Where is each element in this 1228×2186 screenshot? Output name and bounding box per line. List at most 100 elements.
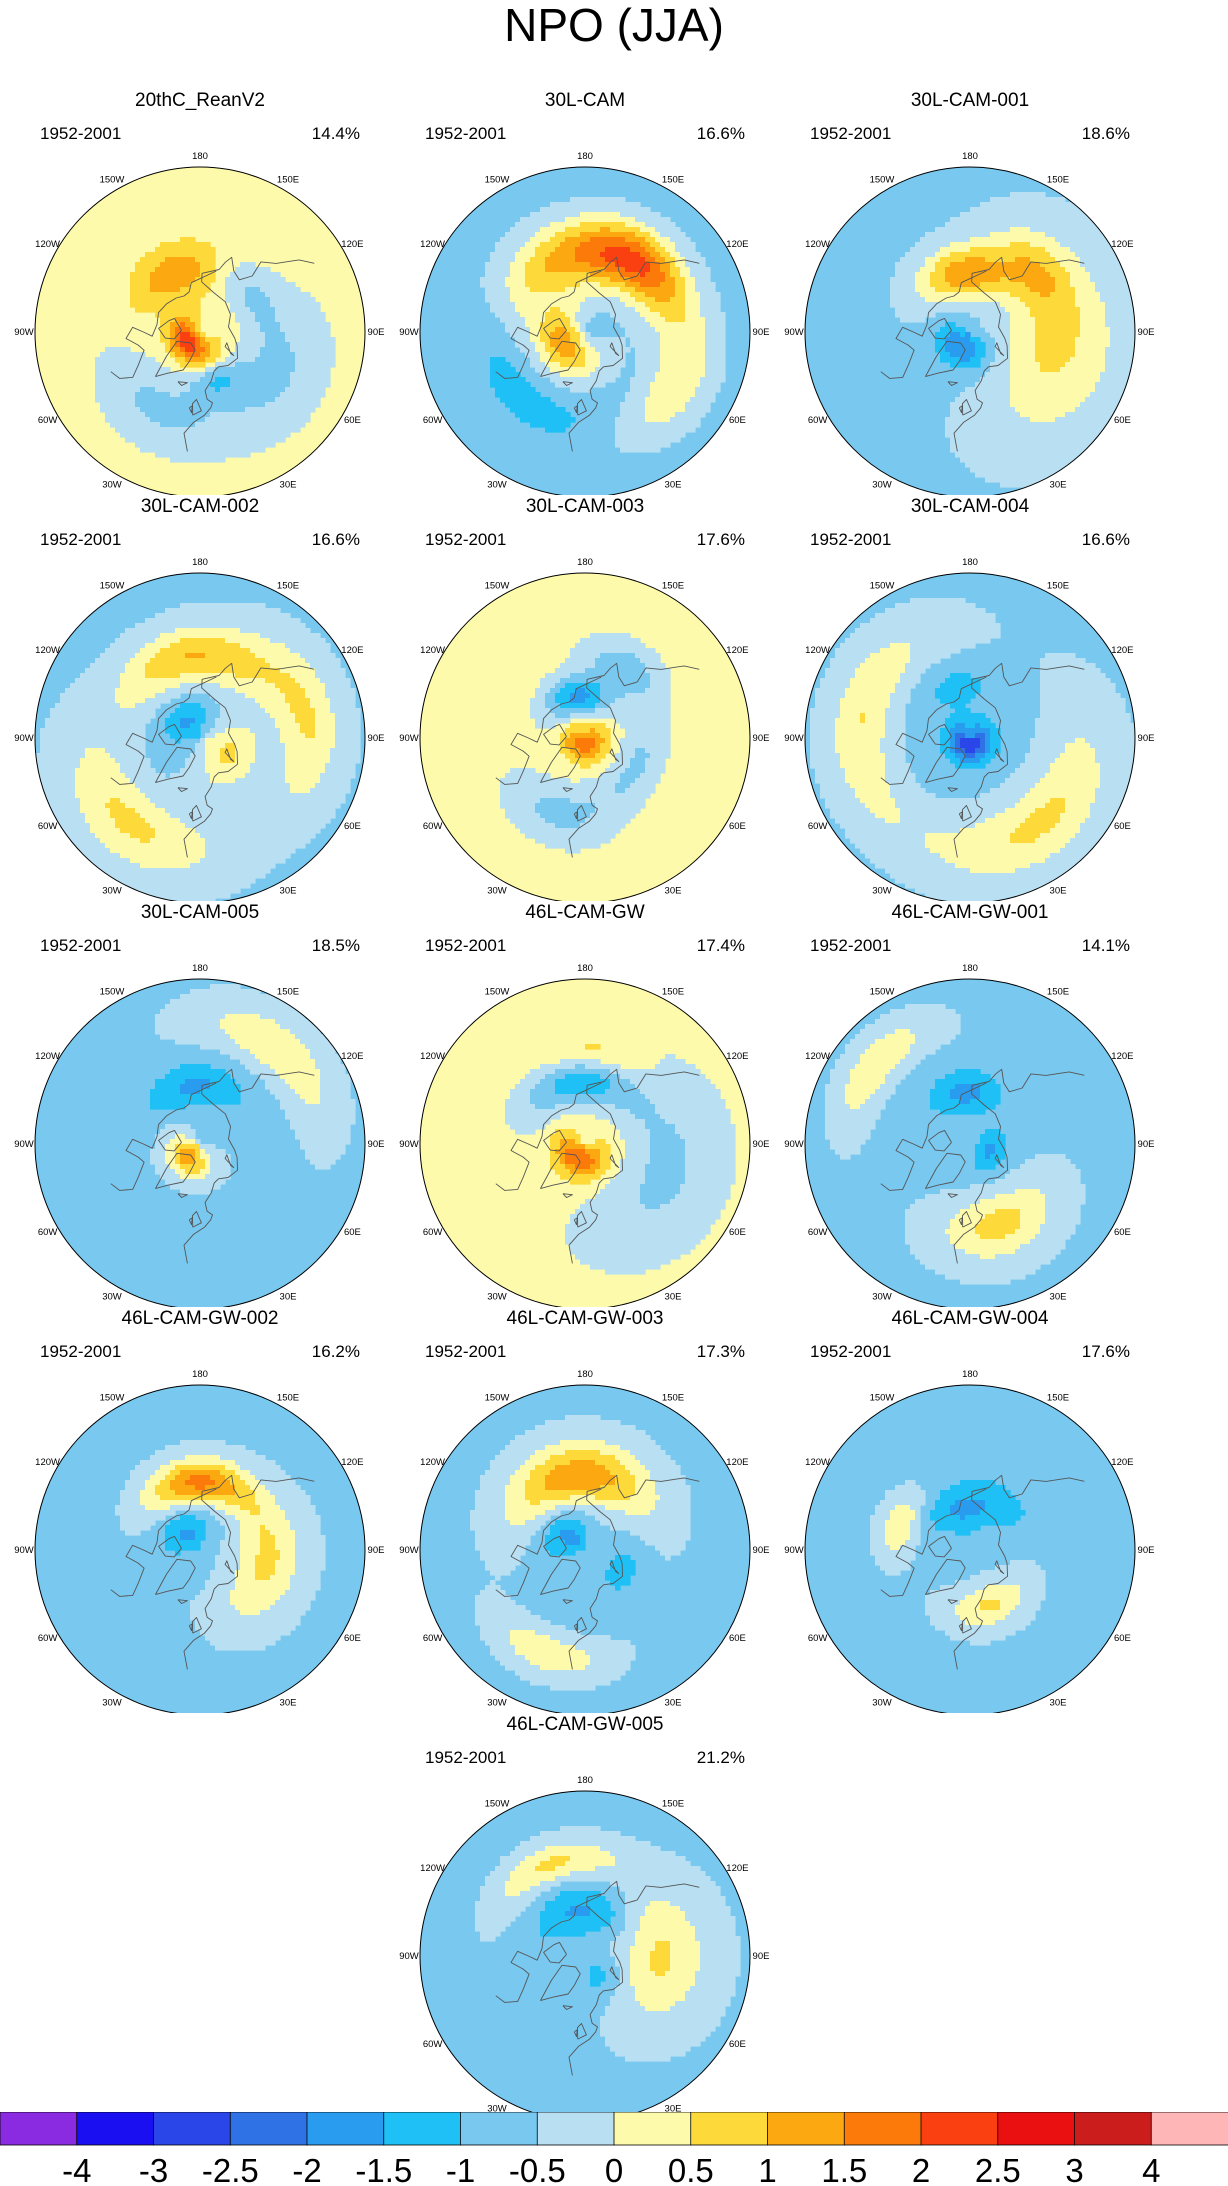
- map-border: [419, 166, 751, 495]
- contour-field: [805, 573, 1135, 901]
- panel-title: 46L-CAM-GW-005: [506, 1714, 664, 1735]
- longitude-label: 120E: [726, 1051, 748, 1062]
- longitude-label: 30W: [102, 885, 122, 896]
- longitude-label: 150W: [100, 1393, 125, 1404]
- longitude-label: 90W: [784, 1139, 804, 1150]
- polar-map: 180150E120E90E60E30E030W60W90W120W150W: [14, 557, 385, 901]
- longitude-label: 150E: [1047, 581, 1069, 592]
- longitude-label: 150E: [662, 175, 684, 186]
- longitude-label: 90E: [368, 733, 385, 744]
- longitude-label: 60W: [423, 1227, 443, 1238]
- longitude-label: 90E: [1138, 733, 1155, 744]
- longitude-label: 120E: [341, 239, 363, 250]
- longitude-label: 60E: [1114, 1227, 1131, 1238]
- longitude-label: 60E: [729, 415, 746, 426]
- panel-period: 1952-2001: [425, 124, 507, 143]
- longitude-label: 150W: [870, 581, 895, 592]
- longitude-label: 180: [577, 557, 593, 568]
- colorbar-tick-label: -4: [62, 2152, 91, 2186]
- longitude-label: 90W: [399, 1545, 419, 1556]
- longitude-label: 30W: [487, 479, 507, 490]
- map-border: [804, 1384, 1136, 1713]
- contour-field: [420, 167, 750, 495]
- longitude-label: 90W: [399, 1951, 419, 1962]
- longitude-label: 120W: [420, 1051, 445, 1062]
- longitude-label: 30E: [665, 885, 682, 896]
- polar-map: 180150E120E90E60E30E030W60W90W120W150W: [399, 963, 770, 1307]
- panel-variance-percent: 14.4%: [311, 124, 360, 143]
- map-border: [804, 572, 1136, 901]
- longitude-label: 90E: [1138, 327, 1155, 338]
- longitude-label: 60W: [808, 415, 828, 426]
- longitude-label: 120E: [341, 1457, 363, 1468]
- colorbar-swatch: [383, 2112, 462, 2146]
- coastlines: [880, 662, 1085, 858]
- panel-variance-percent: 16.6%: [696, 124, 745, 143]
- longitude-label: 150W: [485, 175, 510, 186]
- longitude-label: 60E: [1114, 1633, 1131, 1644]
- longitude-label: 180: [962, 963, 978, 974]
- colorbar-swatch: [229, 2112, 308, 2146]
- panel-period: 1952-2001: [425, 1342, 507, 1361]
- longitude-label: 180: [577, 151, 593, 162]
- longitude-label: 120E: [341, 1051, 363, 1062]
- map-border: [804, 166, 1136, 495]
- longitude-label: 60W: [38, 821, 58, 832]
- map-panel-20thc_reanv2: 180150E120E90E60E30E030W60W90W120W150W20…: [0, 90, 400, 495]
- colorbar-tick-label: -3: [139, 2152, 168, 2186]
- panel-variance-percent: 17.4%: [696, 936, 745, 955]
- longitude-label: 120E: [726, 645, 748, 656]
- panel-variance-percent: 14.1%: [1081, 936, 1130, 955]
- polar-map: 180150E120E90E60E30E030W60W90W120W150W: [399, 1369, 770, 1713]
- map-panel-30l-cam-003: 180150E120E90E60E30E030W60W90W120W150W30…: [385, 496, 785, 901]
- panel-variance-percent: 17.6%: [696, 530, 745, 549]
- panel-period: 1952-2001: [810, 530, 892, 549]
- longitude-label: 60E: [344, 1633, 361, 1644]
- longitude-label: 120W: [420, 645, 445, 656]
- longitude-label: 120E: [341, 645, 363, 656]
- longitude-label: 150E: [662, 1393, 684, 1404]
- longitude-label: 120E: [1111, 1457, 1133, 1468]
- map-panel-30l-cam-002: 180150E120E90E60E30E030W60W90W120W150W30…: [0, 496, 400, 901]
- map-border: [419, 572, 751, 901]
- panel-variance-percent: 17.3%: [696, 1342, 745, 1361]
- panel-title: 46L-CAM-GW: [525, 902, 645, 923]
- colorbar-swatch: [920, 2112, 999, 2146]
- panel-period: 1952-2001: [425, 936, 507, 955]
- longitude-label: 150E: [277, 581, 299, 592]
- longitude-label: 150W: [485, 1799, 510, 1810]
- longitude-label: 150E: [662, 581, 684, 592]
- longitude-label: 90E: [753, 1139, 770, 1150]
- longitude-label: 120W: [35, 239, 60, 250]
- longitude-label: 120W: [420, 1457, 445, 1468]
- map-panel-30l-cam-004: 180150E120E90E60E30E030W60W90W120W150W30…: [770, 496, 1170, 901]
- longitude-label: 90E: [753, 733, 770, 744]
- panel-title: 46L-CAM-GW-003: [506, 1308, 664, 1329]
- longitude-label: 180: [962, 1369, 978, 1380]
- colorbar-swatch: [1150, 2112, 1228, 2146]
- colorbar-tick-label: -2: [292, 2152, 321, 2186]
- longitude-label: 150E: [277, 987, 299, 998]
- longitude-label: 90E: [753, 1545, 770, 1556]
- longitude-label: 90W: [14, 733, 34, 744]
- longitude-label: 120W: [420, 239, 445, 250]
- coastlines: [110, 662, 315, 858]
- longitude-label: 120E: [1111, 1051, 1133, 1062]
- longitude-label: 120W: [805, 1051, 830, 1062]
- longitude-label: 60W: [808, 1227, 828, 1238]
- map-border: [34, 978, 366, 1307]
- longitude-label: 90E: [368, 1139, 385, 1150]
- longitude-label: 60E: [729, 1633, 746, 1644]
- contour-field: [805, 979, 1135, 1307]
- panel-period: 1952-2001: [40, 124, 122, 143]
- longitude-label: 150W: [100, 987, 125, 998]
- longitude-label: 150E: [277, 175, 299, 186]
- longitude-label: 150E: [1047, 1393, 1069, 1404]
- polar-map: 180150E120E90E60E30E030W60W90W120W150W: [14, 963, 385, 1307]
- longitude-label: 90W: [784, 1545, 804, 1556]
- contour-field: [35, 979, 365, 1307]
- map-border: [34, 572, 366, 901]
- longitude-label: 30E: [280, 1291, 297, 1302]
- panel-period: 1952-2001: [810, 936, 892, 955]
- colorbar-tick-label: -2.5: [202, 2152, 259, 2186]
